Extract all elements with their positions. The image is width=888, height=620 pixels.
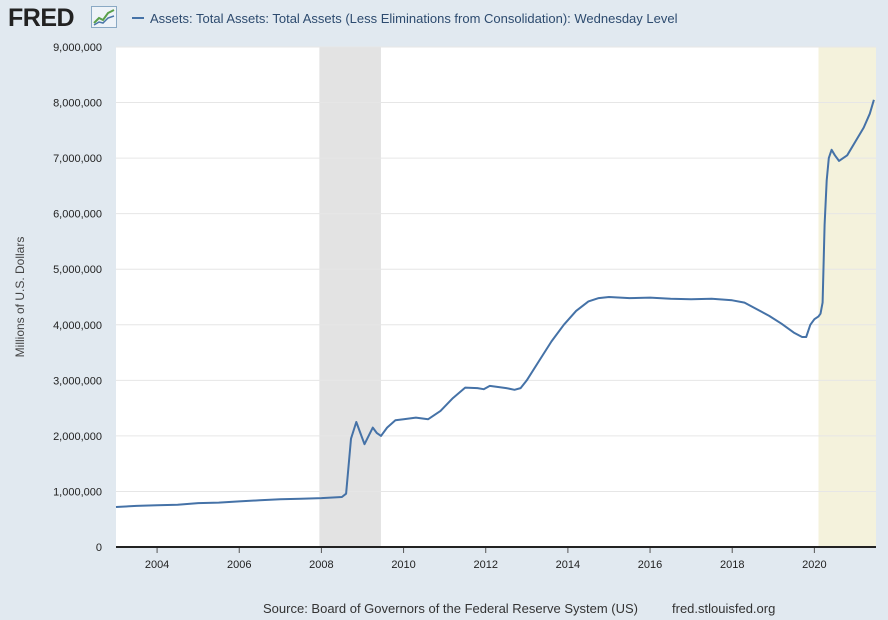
x-tick-label: 2020: [802, 559, 826, 571]
y-tick-label: 3,000,000: [53, 375, 102, 387]
x-tick-label: 2006: [227, 559, 251, 571]
x-tick-label: 2012: [473, 559, 497, 571]
y-tick-label: 2,000,000: [53, 431, 102, 443]
y-tick-label: 1,000,000: [53, 486, 102, 498]
x-tick-label: 2018: [720, 559, 744, 571]
recession-shade: [319, 47, 381, 547]
shaded-periods: [319, 47, 876, 547]
x-tick-label: 2016: [638, 559, 662, 571]
y-tick-label: 0: [96, 542, 102, 554]
chart-legend: Assets: Total Assets: Total Assets (Less…: [132, 9, 677, 27]
x-axis-ticks: 2004 2006 2008 2010 2012 2014 2016 2018 2020: [145, 547, 827, 571]
plot-area: [116, 47, 876, 547]
y-tick-label: 5,000,000: [53, 264, 102, 276]
y-axis-label: Millions of U.S. Dollars: [13, 237, 27, 358]
series-line: [115, 99, 875, 508]
x-tick-label: 2004: [145, 559, 169, 571]
highlight-shade: [818, 47, 876, 547]
legend-series-label: Assets: Total Assets: Total Assets (Less…: [150, 10, 678, 26]
y-tick-label: 6,000,000: [53, 209, 102, 221]
y-tick-label: 9,000,000: [53, 42, 102, 54]
chart-header: FRED Assets: Total Assets: Total Assets …: [0, 0, 888, 36]
y-gridlines: [116, 46, 876, 492]
y-tick-label: 7,000,000: [53, 153, 102, 165]
y-tick-label: 4,000,000: [53, 320, 102, 332]
y-axis-ticks: 0 1,000,000 2,000,000 3,000,000 4,000,000 5,0…: [53, 42, 102, 554]
source-note: Source: Board of Governors of the Federa…: [263, 601, 638, 616]
legend-line-swatch: [132, 17, 144, 19]
y-tick-label: 8,000,000: [53, 98, 102, 110]
x-tick-label: 2008: [309, 559, 333, 571]
fred-graph-icon: [91, 6, 117, 28]
fred-logo[interactable]: FRED: [8, 4, 75, 32]
site-link[interactable]: fred.stlouisfed.org: [672, 601, 776, 616]
line-chart: 0 1,000,000 2,000,000 3,000,000 4,000,000 5,0…: [13, 42, 876, 571]
x-tick-label: 2010: [391, 559, 415, 571]
x-tick-label: 2014: [556, 559, 580, 571]
